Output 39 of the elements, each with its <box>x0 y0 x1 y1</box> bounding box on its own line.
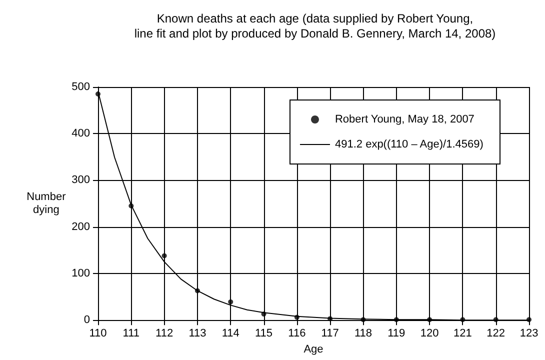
chart-title: Known deaths at each age (data supplied by Robert Young, line fit and plot by produced by Donald B. Gennery, March 14, 2008) <box>134 12 496 40</box>
x-tick-label: 121 <box>454 328 472 340</box>
point <box>427 317 432 322</box>
x-tick-label: 110 <box>89 328 107 340</box>
x-tick-label: 114 <box>222 328 240 340</box>
x-tick-label: 112 <box>156 328 174 340</box>
x-tick-label: 118 <box>354 328 372 340</box>
point <box>96 91 100 96</box>
point <box>493 317 498 322</box>
y-tick-label: 400 <box>72 128 90 140</box>
legend-label: 491.2 exp((110 – Age)/1.4569) <box>334 138 484 150</box>
y-tick-label: 300 <box>72 174 90 186</box>
point <box>328 316 333 322</box>
point <box>194 288 200 294</box>
point <box>360 317 366 322</box>
point <box>526 317 532 322</box>
x-tick-label: 120 <box>420 328 439 340</box>
x-tick-label: 123 <box>520 328 538 340</box>
x-tick-label: 111 <box>122 328 140 340</box>
point <box>261 312 266 317</box>
point <box>162 253 167 258</box>
y-axis-title: Number dying <box>26 191 66 216</box>
point <box>460 317 466 322</box>
x-tick-label: 119 <box>388 328 406 340</box>
x-tick-label: 115 <box>254 328 273 340</box>
x-tick-label: 116 <box>288 328 306 340</box>
point <box>394 317 399 322</box>
legend-label: Robert Young, May 18, 2007 <box>334 114 474 126</box>
y-tick-label: 500 <box>72 81 90 93</box>
point <box>294 314 300 320</box>
x-axis-title: Age <box>304 344 324 356</box>
x-tick-label: 122 <box>486 328 506 340</box>
point <box>128 203 134 208</box>
x-tick-label: 117 <box>321 328 339 340</box>
y-tick-label: 200 <box>72 220 90 233</box>
x-tick-label: 113 <box>188 328 206 340</box>
y-tick-label: 100 <box>72 267 90 280</box>
point <box>228 299 234 304</box>
y-tick-label: 0 <box>84 314 90 326</box>
